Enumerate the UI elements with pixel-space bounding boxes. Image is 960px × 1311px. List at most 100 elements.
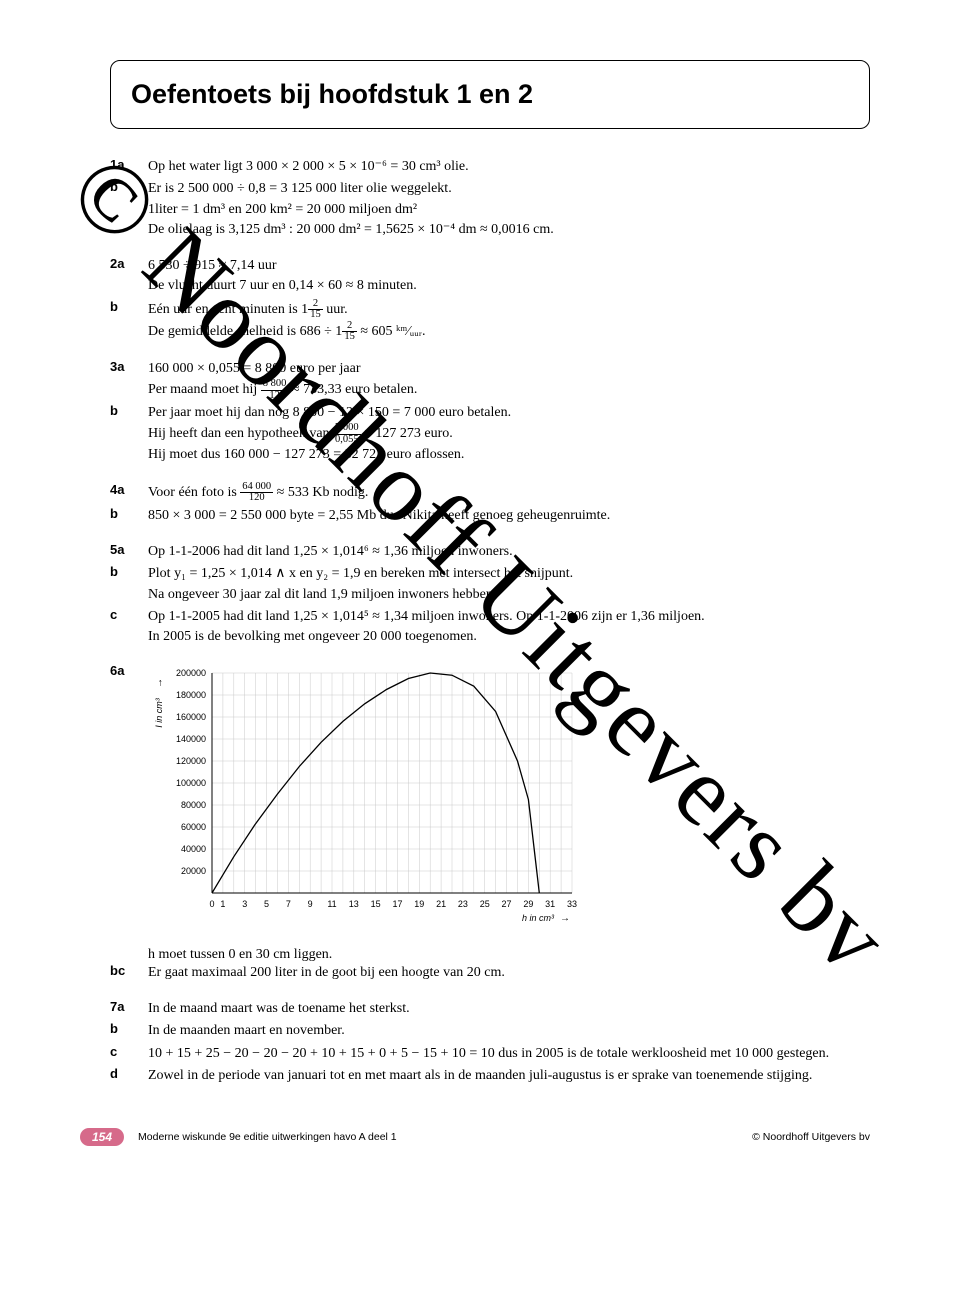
svg-text:I in cm³: I in cm³ (154, 698, 164, 729)
footer-left-text: Moderne wiskunde 9e editie uitwerkingen … (138, 1131, 397, 1143)
text-3a: 160 000 × 0,055 = 8 800 euro per jaar Pe… (148, 359, 870, 401)
label-3a: 3a (110, 359, 148, 401)
svg-text:25: 25 (480, 899, 490, 909)
text-4b: 850 × 3 000 = 2 550 000 byte = 2,55 Mb d… (148, 506, 870, 526)
text-2b: Eén uur en acht minuten is 1215 uur. De … (148, 299, 870, 343)
svg-text:5: 5 (264, 899, 269, 909)
svg-text:3: 3 (242, 899, 247, 909)
svg-text:11: 11 (327, 899, 336, 909)
text-2a-l2: De vlucht duurt 7 uur en 0,14 × 60 ≈ 8 m… (148, 278, 417, 293)
svg-text:33: 33 (567, 899, 577, 909)
label-5c: c (110, 607, 148, 648)
label-2a: 2a (110, 256, 148, 297)
svg-text:17: 17 (392, 899, 402, 909)
svg-text:1: 1 (220, 899, 225, 909)
text-1a: Op het water ligt 3 000 × 2 000 × 5 × 10… (148, 157, 870, 177)
text-2b-l2-post: ≈ 605 ᵏᵐ⁄ᵤᵤᵣ. (357, 324, 426, 339)
text-7d: Zowel in de periode van januari tot en m… (148, 1066, 870, 1086)
label-3b: b (110, 403, 148, 466)
page-title: Oefentoets bij hoofdstuk 1 en 2 (131, 79, 841, 110)
text-1b-l3: De olielaag is 3,125 dm³ : 20 000 dm² = … (148, 222, 554, 237)
frac-2-15-a: 215 (308, 299, 323, 321)
text-2b-l1-post: uur. (323, 302, 348, 317)
text-2b-l2-pre: De gemiddelde snelheid is 686 ÷ 1 (148, 324, 342, 339)
svg-text:120000: 120000 (176, 756, 206, 766)
svg-text:200000: 200000 (176, 668, 206, 678)
label-5a: 5a (110, 542, 148, 562)
svg-text:20000: 20000 (181, 866, 206, 876)
label-6a: 6a (110, 663, 148, 940)
text-4a-pre: Voor één foto is (148, 485, 240, 500)
text-3a-l2-post: ≈ 733,33 euro betalen. (288, 382, 417, 397)
text-5b: Plot y₁ = 1,25 × 1,014 ∧ x en y₂ = 1,9 e… (148, 564, 870, 605)
svg-text:60000: 60000 (181, 822, 206, 832)
text-2b-l1-pre: Eén uur en acht minuten is 1 (148, 302, 308, 317)
title-box: Oefentoets bij hoofdstuk 1 en 2 (110, 60, 870, 129)
svg-text:80000: 80000 (181, 800, 206, 810)
text-3b-l3: Hij moet dus 160 000 − 127 273 = 32 727 … (148, 447, 464, 462)
text-5c: Op 1-1-2005 had dit land 1,25 × 1,014⁵ ≈… (148, 607, 870, 648)
text-3b-l2-post: ≈ 127 273 euro. (361, 427, 453, 442)
label-4b: b (110, 506, 148, 526)
svg-text:→: → (560, 913, 570, 924)
frac-2-15-b: 215 (342, 321, 357, 343)
text-5a: Op 1-1-2006 had dit land 1,25 × 1,014⁶ ≈… (148, 542, 870, 562)
label-1a: 1a (110, 157, 148, 177)
text-2a: 6 530 ÷ 915 ≈ 7,14 uur De vlucht duurt 7… (148, 256, 870, 297)
label-2b: b (110, 299, 148, 343)
text-3a-l2-pre: Per maand moet hij (148, 382, 261, 397)
label-5b: b (110, 564, 148, 605)
text-6-cap2: Er gaat maximaal 200 liter in de goot bi… (148, 963, 870, 983)
svg-text:7: 7 (286, 899, 291, 909)
svg-text:21: 21 (436, 899, 446, 909)
svg-text:40000: 40000 (181, 844, 206, 854)
text-5b-l2: Na ongeveer 30 jaar zal dit land 1,9 mil… (148, 587, 496, 602)
svg-text:160000: 160000 (176, 712, 206, 722)
svg-text:180000: 180000 (176, 690, 206, 700)
svg-text:0: 0 (209, 899, 214, 909)
text-4a-post: ≈ 533 Kb nodig. (273, 485, 368, 500)
text-4a: Voor één foto is 64 000120 ≈ 533 Kb nodi… (148, 482, 870, 504)
label-7b: b (110, 1021, 148, 1041)
label-7c: c (110, 1044, 148, 1064)
text-7b: In de maanden maart en november. (148, 1021, 870, 1041)
page-number-badge: 154 (80, 1128, 124, 1146)
svg-text:23: 23 (458, 899, 468, 909)
label-6bc: bc (110, 963, 148, 983)
text-3a-l1: 160 000 × 0,055 = 8 800 euro per jaar (148, 361, 361, 376)
svg-text:27: 27 (502, 899, 512, 909)
text-5b-l1: Plot y₁ = 1,25 × 1,014 ∧ x en y₂ = 1,9 e… (148, 566, 573, 581)
svg-text:29: 29 (523, 899, 533, 909)
text-5c-l1: Op 1-1-2005 had dit land 1,25 × 1,014⁵ ≈… (148, 609, 705, 624)
footer-right-text: © Noordhoff Uitgevers bv (752, 1131, 870, 1143)
text-3b: Per jaar moet hij dan nog 8 800 − 12 × 1… (148, 403, 870, 466)
label-4a: 4a (110, 482, 148, 504)
label-7d: d (110, 1066, 148, 1086)
svg-text:15: 15 (371, 899, 381, 909)
svg-text:31: 31 (545, 899, 555, 909)
label-7a: 7a (110, 999, 148, 1019)
text-1b-l1: Er is 2 500 000 ÷ 0,8 = 3 125 000 liter … (148, 181, 452, 196)
text-6-cap1: h moet tussen 0 en 30 cm liggen. (148, 947, 870, 963)
svg-text:h in cm³: h in cm³ (522, 913, 555, 923)
text-1b-l2: 1liter = 1 dm³ en 200 km² = 20 000 miljo… (148, 202, 417, 217)
frac-7000-0055: 7 0000,055 (333, 423, 361, 445)
svg-text:100000: 100000 (176, 778, 206, 788)
frac-8800-12: 8 80012 (261, 379, 289, 401)
svg-text:13: 13 (349, 899, 359, 909)
page-footer: 154 Moderne wiskunde 9e editie uitwerkin… (0, 1128, 960, 1164)
chart-6a: 20000 40000 60000 80000 100000 120000 140000 16… (148, 663, 588, 933)
text-1b: Er is 2 500 000 ÷ 0,8 = 3 125 000 liter … (148, 179, 870, 240)
text-3b-l1: Per jaar moet hij dan nog 8 800 − 12 × 1… (148, 405, 511, 420)
text-2a-l1: 6 530 ÷ 915 ≈ 7,14 uur (148, 258, 277, 273)
svg-text:9: 9 (308, 899, 313, 909)
svg-text:19: 19 (414, 899, 424, 909)
text-7a: In de maand maart was de toename het ste… (148, 999, 870, 1019)
label-1b: b (110, 179, 148, 240)
svg-text:140000: 140000 (176, 734, 206, 744)
text-7c: 10 + 15 + 25 − 20 − 20 − 20 + 10 + 15 + … (148, 1044, 870, 1064)
frac-64000-120: 64 000120 (240, 482, 273, 504)
svg-text:→: → (154, 678, 165, 688)
text-3b-l2-pre: Hij heeft dan een hypotheek van (148, 427, 333, 442)
text-5c-l2: In 2005 is de bevolking met ongeveer 20 … (148, 629, 477, 644)
